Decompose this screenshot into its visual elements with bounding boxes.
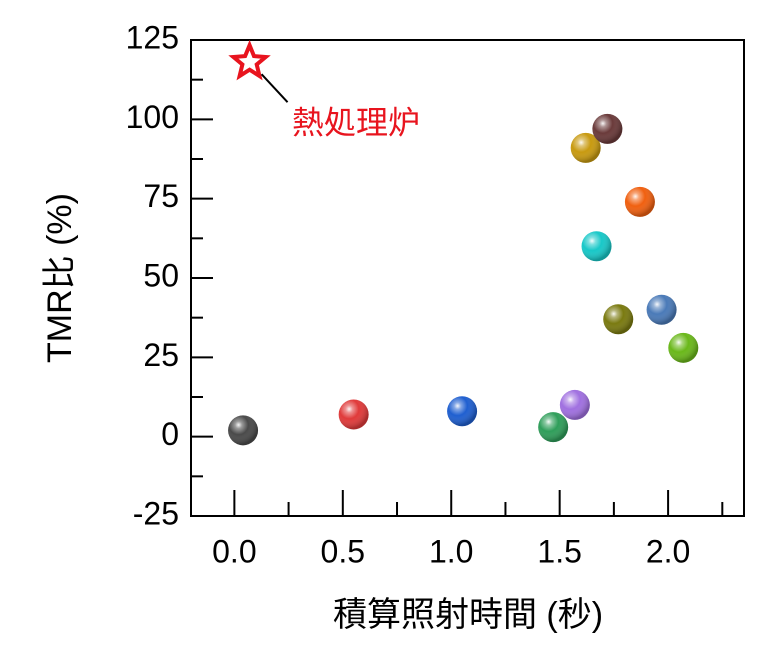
y-tick-label: 75 (143, 178, 179, 214)
data-point (447, 396, 478, 427)
data-point (559, 389, 590, 420)
data-point (570, 132, 601, 163)
data-point (228, 415, 259, 446)
y-tick-label: 25 (143, 337, 179, 373)
data-point (338, 399, 369, 430)
x-tick-label: 1.0 (429, 533, 473, 569)
data-point (646, 294, 677, 325)
y-tick-label: 125 (126, 19, 179, 55)
reference-marker: 熱処理炉 (228, 39, 420, 140)
x-tick-label: 1.5 (537, 533, 581, 569)
data-point (624, 186, 655, 217)
annotation-leader-line (260, 73, 289, 103)
y-axis: -25 0 25 50 75 100 125 (126, 19, 213, 531)
data-point (603, 304, 634, 335)
y-tick-label: 50 (143, 257, 179, 293)
x-axis-label: 積算照射時間 (秒) (333, 596, 603, 634)
plot-frame (190, 39, 745, 517)
y-tick-label: 0 (161, 416, 179, 452)
y-axis-label: TMR比 (%) (41, 193, 79, 363)
data-point (668, 332, 699, 363)
data-points (228, 113, 699, 446)
y-tick-label: 100 (126, 99, 179, 135)
star-marker (228, 39, 271, 81)
x-tick-label: 0.0 (212, 533, 256, 569)
x-axis: 0.0 0.5 1.0 1.5 2.0 (212, 490, 724, 569)
x-tick-label: 0.5 (321, 533, 365, 569)
data-point (592, 113, 623, 144)
reference-label: 熱処理炉 (292, 104, 420, 140)
x-tick-label: 2.0 (646, 533, 690, 569)
data-point (538, 412, 569, 443)
data-point (581, 231, 612, 262)
y-tick-label: -25 (133, 495, 179, 531)
